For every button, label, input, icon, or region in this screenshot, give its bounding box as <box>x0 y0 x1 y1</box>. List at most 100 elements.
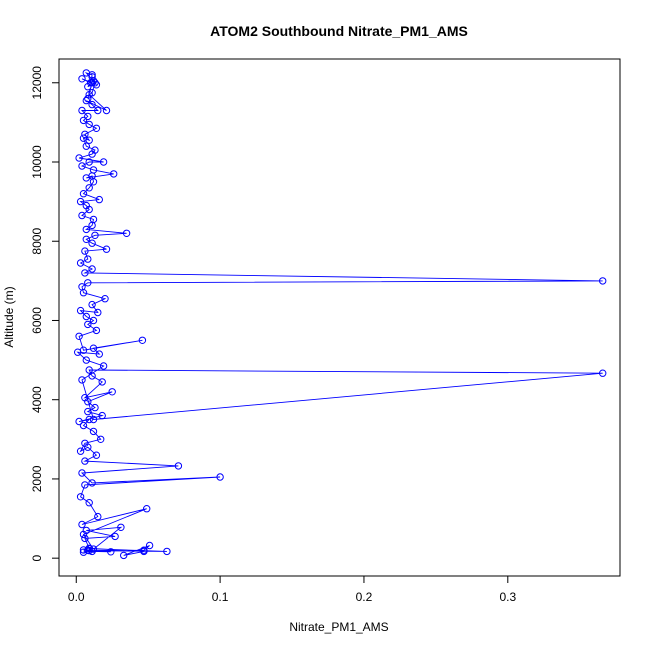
data-point <box>89 427 98 436</box>
data-point <box>78 75 86 83</box>
data-point <box>78 162 86 170</box>
data-point <box>81 130 89 139</box>
data-point <box>76 493 85 501</box>
data-point <box>92 326 101 335</box>
y-tick-label: 6000 <box>30 307 44 334</box>
data-point <box>79 190 88 198</box>
data-point <box>94 308 102 317</box>
data-point <box>85 499 93 507</box>
data-point <box>91 403 99 412</box>
data-point <box>97 435 105 443</box>
data-point <box>89 545 98 553</box>
y-axis: 0 2000 4000 6000 8000 10000 12000 <box>30 66 60 562</box>
data-point <box>82 235 91 244</box>
data-point <box>78 469 86 477</box>
data-point <box>163 547 171 556</box>
data-point <box>84 320 92 329</box>
series-line <box>76 71 603 556</box>
data-point <box>92 124 101 133</box>
x-axis: 0.0 0.1 0.2 0.3 <box>68 575 516 604</box>
data-point <box>81 534 89 543</box>
data-point <box>81 481 89 489</box>
y-tick-label: 2000 <box>30 465 44 492</box>
data-point <box>85 120 93 129</box>
data-point <box>85 546 93 555</box>
data-point <box>82 142 91 150</box>
data-point <box>85 136 93 144</box>
data-series <box>74 69 607 560</box>
data-point <box>88 100 96 109</box>
data-point <box>75 154 83 162</box>
data-point <box>81 247 89 255</box>
x-tick-label: 0.3 <box>499 590 516 604</box>
data-point <box>138 336 147 344</box>
data-point <box>82 96 91 105</box>
data-point <box>95 195 104 204</box>
data-point <box>84 407 92 416</box>
data-point <box>140 547 148 556</box>
data-point <box>88 372 96 380</box>
data-point <box>88 265 96 273</box>
data-point <box>85 158 93 166</box>
data-point <box>82 201 91 210</box>
x-tick-label: 0.1 <box>212 590 229 604</box>
y-tick-label: 8000 <box>30 228 44 255</box>
data-point <box>108 388 116 396</box>
data-point <box>88 71 96 79</box>
data-point <box>98 411 106 420</box>
data-point <box>85 366 93 374</box>
data-point <box>89 344 98 352</box>
data-point <box>79 421 88 430</box>
y-tick-label: 10000 <box>30 145 44 179</box>
data-point <box>120 551 128 560</box>
data-point <box>78 106 86 115</box>
data-point <box>76 306 85 315</box>
data-point <box>75 332 83 340</box>
data-point <box>599 277 607 285</box>
data-point <box>94 512 102 521</box>
x-tick-label: 0.0 <box>68 590 85 604</box>
data-point <box>82 356 91 364</box>
data-point <box>78 211 86 220</box>
data-point <box>122 229 131 238</box>
data-point <box>84 94 92 103</box>
y-tick-label: 4000 <box>30 386 44 413</box>
data-point <box>91 231 99 240</box>
data-point <box>91 146 99 154</box>
data-point <box>98 378 106 386</box>
data-point <box>89 215 98 224</box>
y-axis-label: Altitude (m) <box>2 286 16 347</box>
data-point <box>94 106 102 115</box>
data-point <box>82 225 91 234</box>
data-point <box>81 457 89 465</box>
data-point <box>92 451 101 459</box>
data-point <box>145 541 154 550</box>
data-point <box>81 439 89 447</box>
data-point <box>76 259 85 267</box>
data-point <box>76 197 85 206</box>
data-point <box>79 116 88 125</box>
data-point <box>84 279 92 287</box>
data-point <box>102 245 111 253</box>
data-point <box>89 415 98 424</box>
chart-title: ATOM2 Southbound Nitrate_PM1_AMS <box>210 23 468 39</box>
data-point <box>88 239 96 247</box>
data-point <box>79 346 88 354</box>
data-point <box>89 166 98 174</box>
y-tick-label: 0 <box>30 555 44 562</box>
data-point <box>85 544 93 552</box>
data-point <box>110 170 118 178</box>
data-point <box>216 473 224 481</box>
x-axis-label: Nitrate_PM1_AMS <box>289 620 388 634</box>
data-point <box>84 255 92 263</box>
data-point <box>82 174 91 182</box>
data-point <box>79 530 88 539</box>
data-point <box>101 295 109 303</box>
data-point <box>88 479 96 487</box>
data-point <box>88 300 96 309</box>
data-point <box>88 89 96 97</box>
data-point <box>78 520 86 529</box>
data-point <box>95 350 104 358</box>
y-tick-label: 12000 <box>30 66 44 100</box>
data-point <box>85 184 93 192</box>
